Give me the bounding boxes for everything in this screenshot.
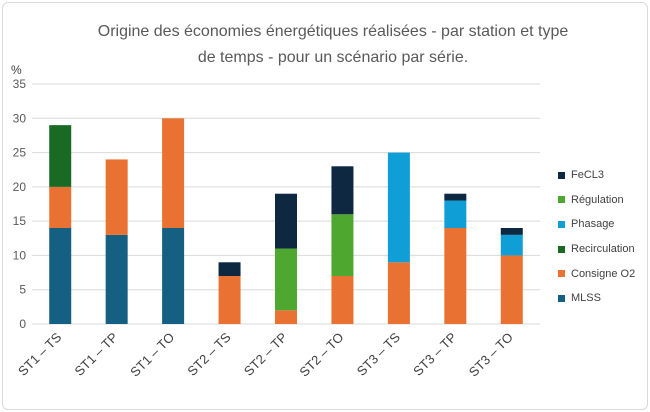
bar-segment (162, 118, 185, 228)
legend-item: Consigne O2 (558, 261, 648, 286)
chart-title-line-2: de temps - pour un scénario par série. (197, 49, 469, 66)
legend-label: Recirculation (571, 243, 635, 256)
bar-segment (387, 262, 410, 324)
legend-label: FeCL3 (571, 169, 605, 182)
y-tick-label: 35 (13, 77, 27, 91)
bar-segment (331, 166, 354, 215)
legend-label: Consigne O2 (571, 267, 636, 280)
bar-segment (331, 276, 354, 324)
x-tick-label: ST2 – TP (241, 330, 290, 379)
legend-item: Régulation (558, 188, 648, 213)
legend-item: FeCL3 (558, 163, 648, 188)
bar-segment (444, 193, 467, 201)
y-tick-label: 10 (13, 248, 27, 262)
bar-segment (500, 255, 523, 324)
legend-swatch (558, 220, 565, 228)
y-tick-label: 15 (13, 214, 27, 228)
bar-segment (387, 152, 410, 263)
y-tick-label: 25 (13, 146, 27, 160)
x-tick-label: ST1 – TP (72, 330, 121, 379)
bar-segment (275, 193, 297, 249)
legend-item: Phasage (558, 212, 648, 237)
bar-segment (275, 248, 297, 311)
legend-label: Régulation (571, 193, 624, 206)
y-axis-unit: % (11, 63, 22, 77)
bar-segment (500, 228, 523, 235)
legend: FeCL3 Régulation Phasage Recirculation Consi… (558, 163, 648, 311)
legend-label: MLSS (571, 292, 601, 305)
legend-label: Phasage (571, 218, 615, 231)
x-tick-label: ST3 – TP (410, 330, 459, 379)
chart-title: Origine des économies énergétiques réali… (63, 19, 603, 71)
bar-segment (218, 262, 241, 276)
bar-segment (49, 125, 72, 187)
x-tick-label: ST3 – TS (354, 329, 403, 378)
x-tick-label: ST1 – TS (15, 329, 64, 378)
x-tick-label: ST1 – TO (127, 330, 177, 380)
bar-segment (49, 186, 72, 228)
bar-segment (105, 234, 128, 324)
legend-swatch (558, 171, 565, 179)
y-tick-label: 20 (13, 180, 27, 194)
legend-swatch (558, 196, 565, 204)
x-tick-label: ST2 – TS (184, 329, 233, 378)
legend-swatch (558, 245, 565, 253)
bar-segment (49, 228, 72, 324)
chart-title-line-1: Origine des économies énergétiques réali… (97, 23, 569, 40)
bar-segment (444, 228, 467, 324)
x-tick-label: ST3 – TO (466, 330, 516, 380)
bar-segment (162, 228, 185, 324)
y-tick-label: 5 (19, 283, 26, 297)
bar-segment (105, 159, 128, 235)
bar-segment (218, 276, 241, 324)
bar-segment (444, 200, 467, 228)
x-tick-label: ST2 – TO (296, 330, 346, 380)
legend-item: MLSS (558, 286, 648, 311)
bar-segment (331, 214, 354, 276)
legend-swatch (558, 294, 565, 302)
y-tick-label: 30 (13, 111, 27, 125)
y-tick-label: 0 (19, 317, 26, 331)
bar-segment (275, 310, 297, 324)
bar-segment (500, 234, 523, 256)
legend-item: Recirculation (558, 237, 648, 262)
legend-swatch (558, 270, 565, 278)
